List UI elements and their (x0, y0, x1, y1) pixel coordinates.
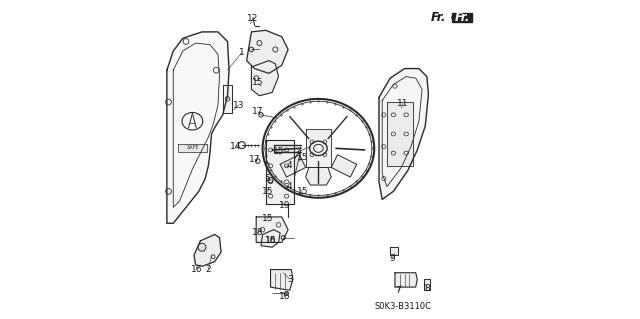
Polygon shape (246, 30, 288, 73)
Polygon shape (178, 144, 207, 152)
Polygon shape (261, 230, 280, 247)
Text: 3: 3 (287, 275, 292, 284)
Text: 10: 10 (265, 236, 276, 245)
Text: 1: 1 (239, 48, 244, 57)
Text: 13: 13 (233, 101, 244, 110)
Polygon shape (280, 155, 306, 177)
Text: 15: 15 (252, 78, 264, 87)
Text: 4: 4 (287, 161, 292, 170)
Text: 15: 15 (297, 153, 308, 162)
Text: 12: 12 (247, 14, 259, 23)
Text: 15: 15 (265, 236, 276, 245)
Polygon shape (424, 279, 430, 290)
Polygon shape (256, 217, 288, 242)
Text: 5: 5 (264, 174, 270, 183)
Polygon shape (194, 234, 221, 266)
Polygon shape (271, 270, 293, 290)
Polygon shape (167, 32, 229, 223)
Text: 2: 2 (205, 265, 211, 274)
Text: 15: 15 (297, 187, 308, 196)
Text: Fr.: Fr. (431, 11, 446, 24)
Text: 11: 11 (397, 99, 409, 108)
Polygon shape (390, 247, 398, 255)
Text: 15: 15 (262, 187, 273, 196)
Text: 15: 15 (273, 147, 284, 156)
Polygon shape (452, 13, 472, 22)
Polygon shape (223, 85, 232, 113)
Polygon shape (252, 61, 278, 96)
Text: S0K3-B3110C: S0K3-B3110C (374, 302, 431, 311)
Text: 17: 17 (249, 155, 260, 164)
Polygon shape (387, 102, 413, 166)
Polygon shape (266, 140, 294, 204)
Text: 19: 19 (279, 201, 291, 210)
Polygon shape (331, 155, 356, 177)
Text: 16: 16 (191, 265, 203, 274)
Text: 15: 15 (262, 214, 273, 223)
Text: 9: 9 (389, 254, 395, 263)
Text: 17: 17 (252, 107, 264, 116)
Text: Fr.: Fr. (454, 11, 470, 24)
Text: 18: 18 (252, 228, 264, 237)
Polygon shape (379, 69, 428, 199)
Polygon shape (395, 273, 417, 287)
Text: 7: 7 (396, 286, 401, 295)
Ellipse shape (198, 243, 206, 251)
Polygon shape (306, 167, 331, 185)
Text: 16: 16 (279, 292, 291, 301)
Text: SAFE: SAFE (186, 145, 198, 150)
Polygon shape (306, 129, 331, 167)
Text: 4: 4 (287, 182, 292, 191)
Text: 14: 14 (230, 142, 241, 151)
Text: 8: 8 (424, 284, 429, 293)
